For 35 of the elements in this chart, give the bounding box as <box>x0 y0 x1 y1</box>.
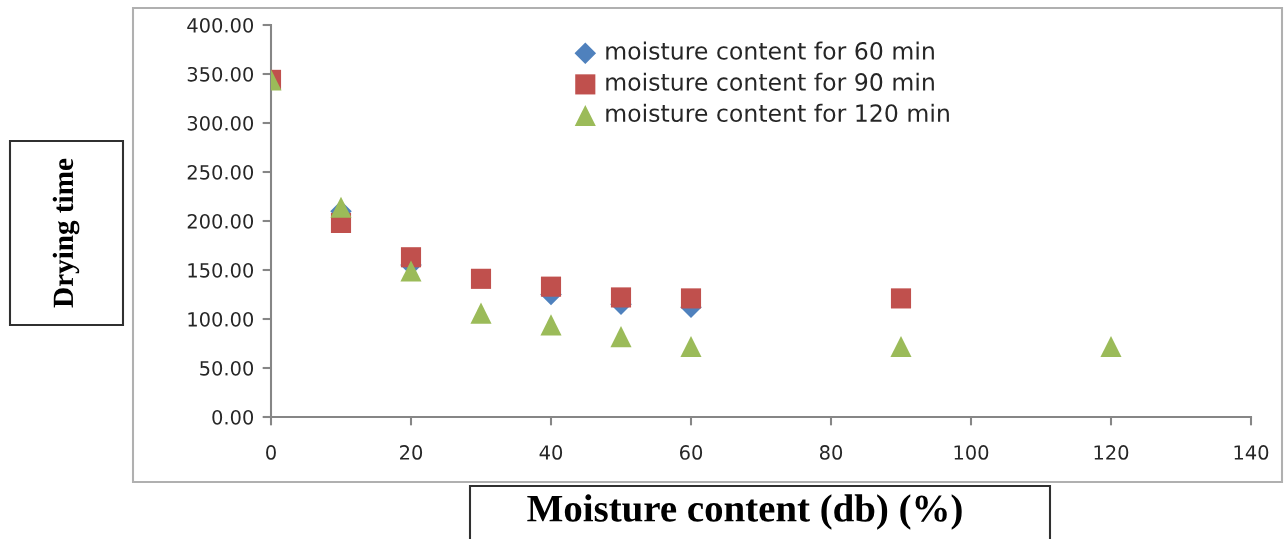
point <box>1100 335 1122 357</box>
y-tick-label: 50.00 <box>200 360 254 376</box>
point <box>470 268 492 289</box>
legend-label: moisture content for 120 min <box>606 103 949 123</box>
legend-label: moisture content for 60 min <box>606 41 934 60</box>
y-tick-label: 350.00 <box>187 66 254 82</box>
point <box>890 335 912 357</box>
y-tick-label: 300.00 <box>187 115 254 131</box>
y-tick-label: 150.00 <box>188 262 254 278</box>
y-tick-label: 250.00 <box>187 164 254 180</box>
point <box>610 326 632 348</box>
y-tick-label: 0.00 <box>212 409 254 425</box>
x-tick-label: 140 <box>1234 445 1269 460</box>
x-tick-label: 20 <box>400 445 423 460</box>
x-tick-label: 80 <box>819 445 843 460</box>
x-tick-label: 100 <box>954 445 989 460</box>
legend-label: moisture content for 90 min <box>606 72 934 91</box>
x-tick-label: 0 <box>266 445 276 460</box>
y-tick-label: 200.00 <box>187 213 254 229</box>
y-axis-title: Drying time <box>52 158 80 308</box>
point <box>540 314 562 336</box>
point <box>890 288 912 309</box>
x-tick-label: 40 <box>539 445 563 460</box>
point <box>470 302 492 324</box>
x-tick-label: 60 <box>679 445 703 460</box>
point <box>400 260 422 282</box>
x-axis-title: Moisture content (db) (%) <box>527 494 962 530</box>
point <box>680 288 702 309</box>
point <box>540 276 562 297</box>
point <box>680 335 702 357</box>
x-tick-label: 120 <box>1094 445 1129 460</box>
point <box>610 287 632 308</box>
y-tick-label: 400.00 <box>187 17 254 33</box>
y-tick-label: 100.00 <box>188 311 254 327</box>
point <box>400 247 422 268</box>
